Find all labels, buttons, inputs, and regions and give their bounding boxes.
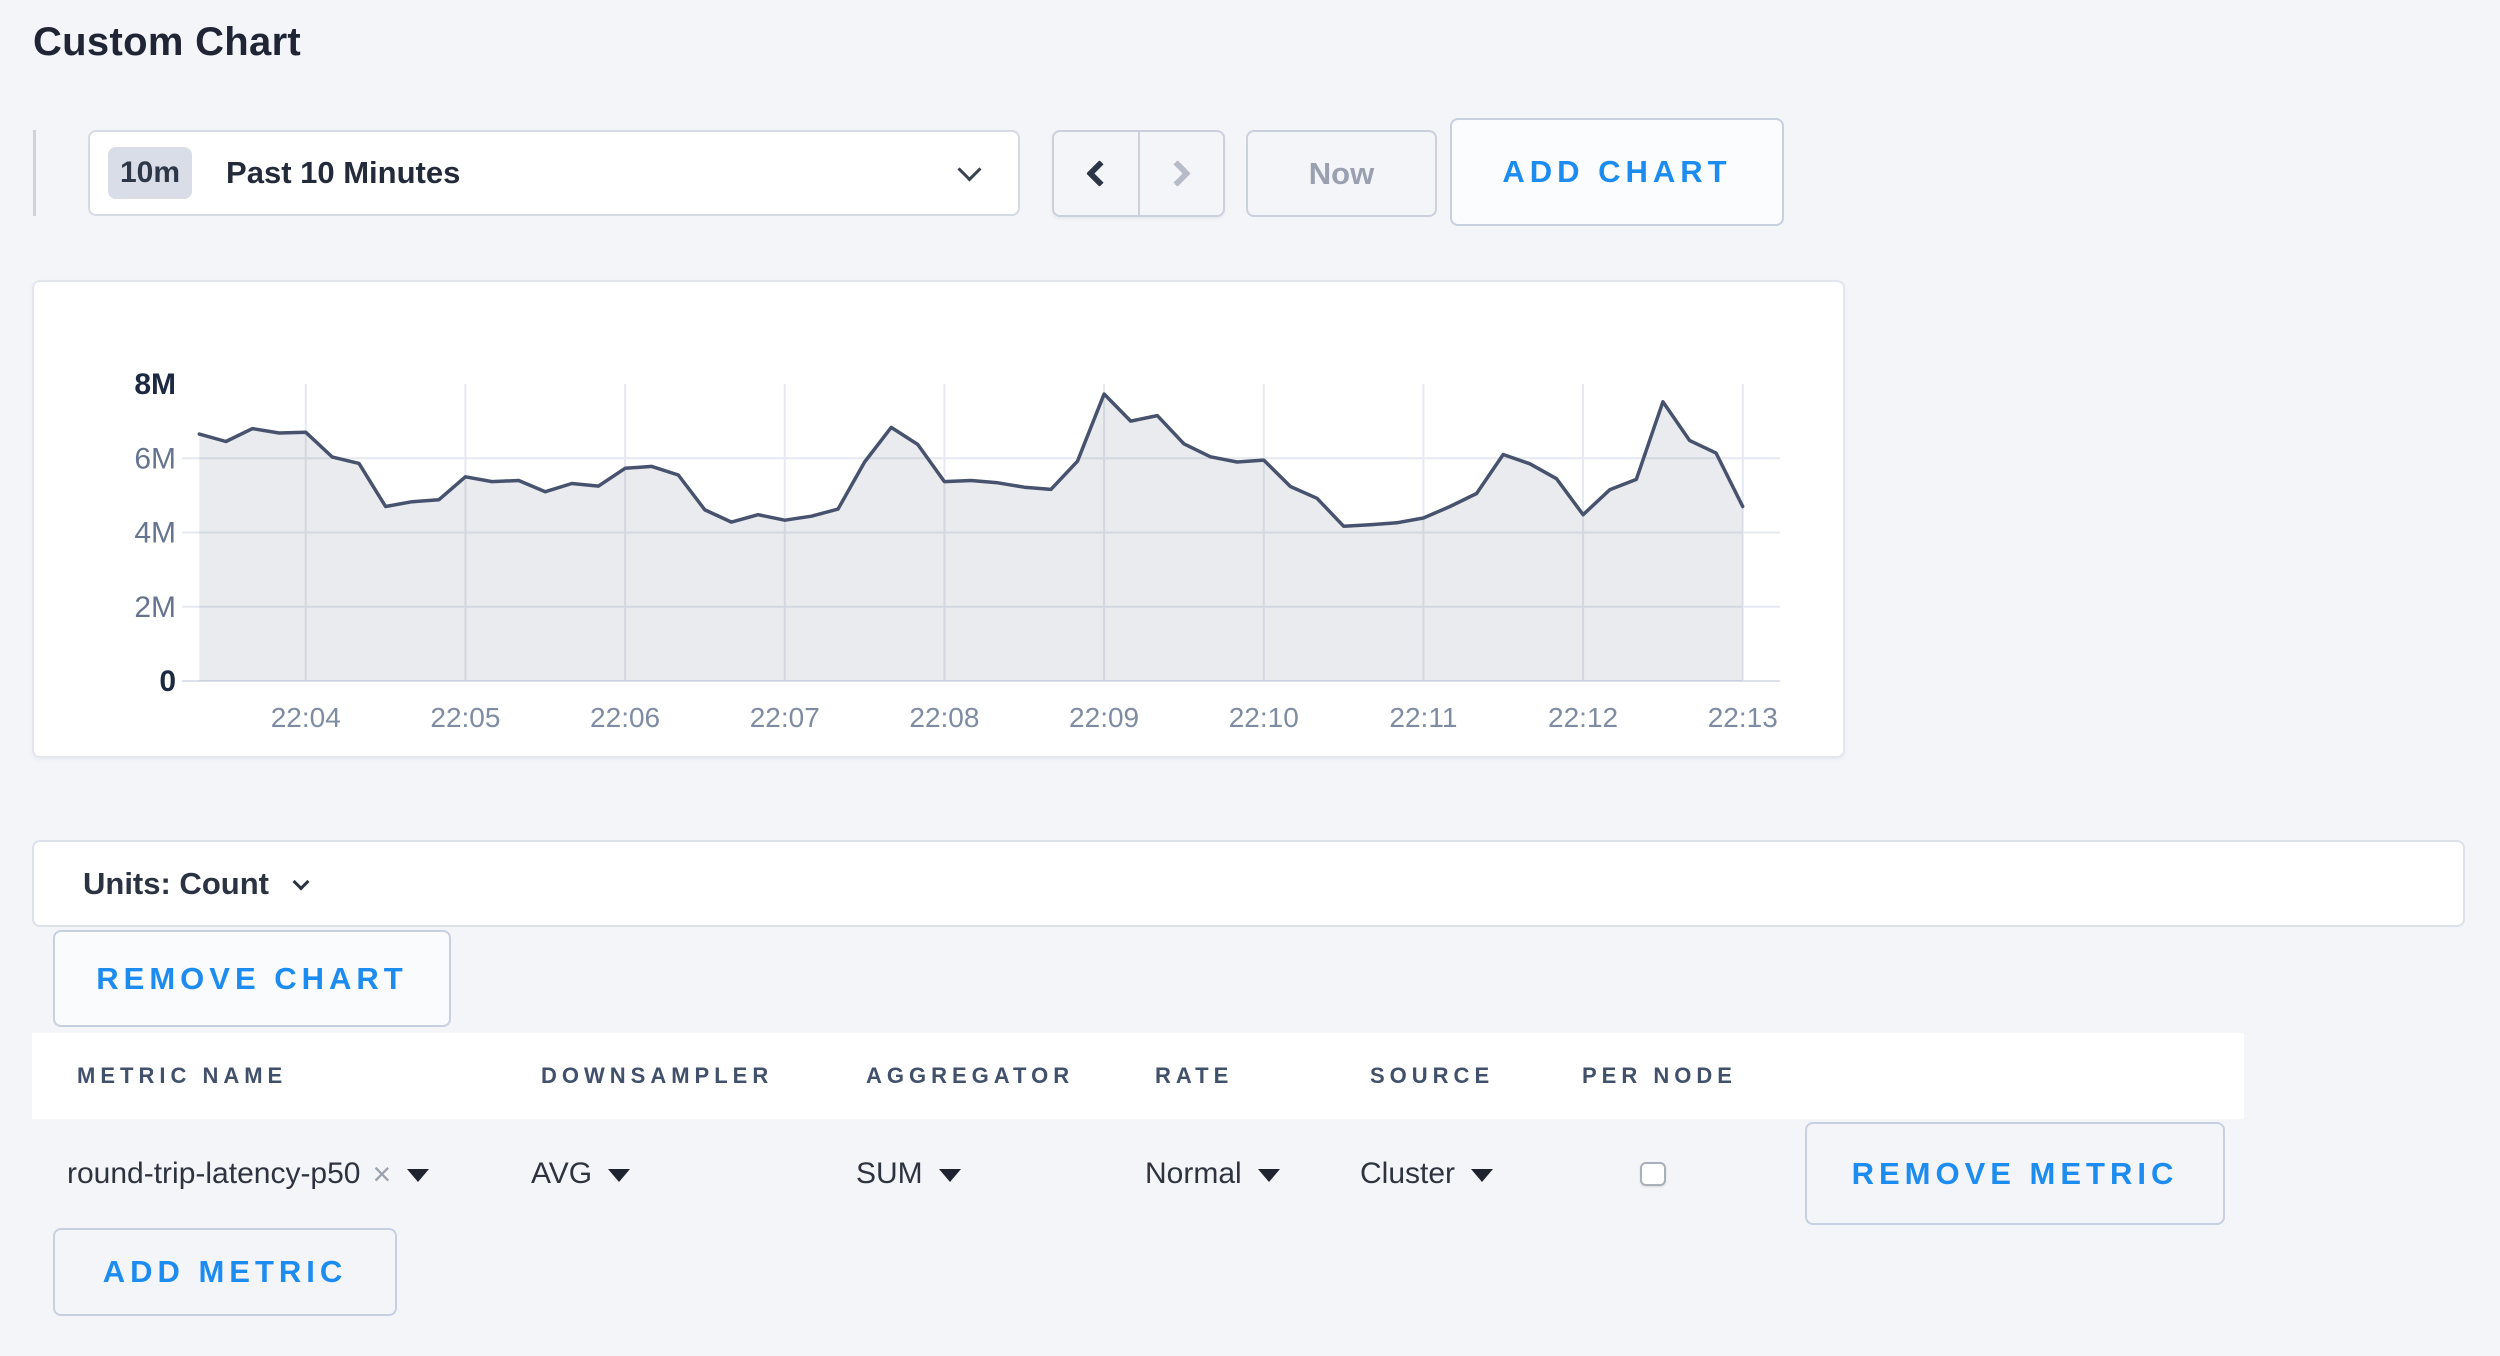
svg-text:22:10: 22:10 — [1229, 702, 1299, 733]
downsampler-dropdown[interactable]: AVG — [531, 1157, 856, 1191]
units-dropdown[interactable]: Units: Count — [32, 840, 2465, 927]
header-downsampler: DOWNSAMPLER — [541, 1063, 774, 1088]
svg-text:22:08: 22:08 — [909, 702, 979, 733]
chevron-down-icon — [292, 873, 310, 890]
svg-text:8M: 8M — [134, 368, 176, 401]
page-title: Custom Chart — [33, 20, 302, 64]
time-step-button-group — [1052, 130, 1225, 217]
dropdown-caret-icon — [407, 1169, 430, 1182]
rate-value: Normal — [1145, 1156, 1242, 1190]
svg-text:22:12: 22:12 — [1548, 702, 1618, 733]
units-label: Units: Count — [83, 865, 269, 901]
table-row: round-trip-latency-p50 × AVG SUM Normal … — [32, 1119, 2244, 1228]
chevron-down-icon — [957, 156, 982, 182]
chevron-right-icon — [1163, 160, 1191, 187]
svg-text:22:04: 22:04 — [271, 702, 341, 733]
source-dropdown[interactable]: Cluster — [1360, 1157, 1572, 1191]
time-scale-badge: 10m — [108, 147, 193, 199]
prev-time-button[interactable] — [1054, 132, 1140, 215]
svg-text:22:09: 22:09 — [1069, 702, 1139, 733]
add-metric-button[interactable]: ADD METRIC — [53, 1228, 397, 1316]
metrics-table-header: METRIC NAME DOWNSAMPLER AGGREGATOR RATE … — [32, 1033, 2244, 1119]
remove-chart-button[interactable]: REMOVE CHART — [53, 930, 451, 1027]
metric-name-dropdown[interactable]: round-trip-latency-p50 × — [67, 1157, 531, 1191]
metric-area-chart[interactable]: 0 2M 4M 6M 8M 22:04 22:05 22:06 22:07 22:08 22:09 2… — [34, 282, 1843, 756]
metric-name-value: round-trip-latency-p50 — [67, 1156, 361, 1190]
aggregator-value: SUM — [856, 1156, 923, 1190]
svg-text:0: 0 — [159, 665, 176, 698]
time-scale-label: Past 10 Minutes — [226, 155, 461, 190]
next-time-button[interactable] — [1140, 132, 1224, 215]
svg-text:6M: 6M — [134, 442, 176, 475]
per-node-checkbox[interactable] — [1640, 1161, 1666, 1186]
dropdown-caret-icon — [1471, 1169, 1494, 1182]
header-metric-name: METRIC NAME — [77, 1063, 288, 1088]
header-source: SOURCE — [1370, 1063, 1495, 1088]
dropdown-caret-icon — [938, 1169, 961, 1182]
remove-metric-button[interactable]: REMOVE METRIC — [1805, 1122, 2225, 1225]
svg-text:22:07: 22:07 — [750, 702, 820, 733]
add-chart-button[interactable]: ADD CHART — [1450, 118, 1784, 226]
aggregator-dropdown[interactable]: SUM — [856, 1157, 1145, 1191]
svg-text:22:05: 22:05 — [430, 702, 500, 733]
svg-text:4M: 4M — [134, 517, 176, 550]
svg-text:22:11: 22:11 — [1389, 702, 1457, 733]
per-node-cell — [1572, 1161, 1791, 1186]
dropdown-caret-icon — [1257, 1169, 1280, 1182]
now-button[interactable]: Now — [1246, 130, 1437, 217]
dropdown-caret-icon — [608, 1169, 631, 1182]
clear-metric-icon[interactable]: × — [372, 1155, 392, 1192]
downsampler-value: AVG — [531, 1156, 593, 1190]
time-window-dropdown[interactable]: 10m Past 10 Minutes — [88, 130, 1020, 216]
header-per-node: PER NODE — [1582, 1063, 1737, 1088]
svg-text:2M: 2M — [134, 591, 176, 624]
header-rate: RATE — [1155, 1063, 1234, 1088]
chart-panel: 0 2M 4M 6M 8M 22:04 22:05 22:06 22:07 22:08 22:09 2… — [32, 280, 1845, 758]
svg-text:22:13: 22:13 — [1708, 702, 1778, 733]
header-aggregator: AGGREGATOR — [866, 1063, 1075, 1088]
svg-text:22:06: 22:06 — [590, 702, 660, 733]
toolbar-accent-rule — [33, 130, 36, 216]
source-value: Cluster — [1360, 1156, 1456, 1190]
rate-dropdown[interactable]: Normal — [1145, 1157, 1360, 1191]
chevron-left-icon — [1086, 160, 1114, 187]
